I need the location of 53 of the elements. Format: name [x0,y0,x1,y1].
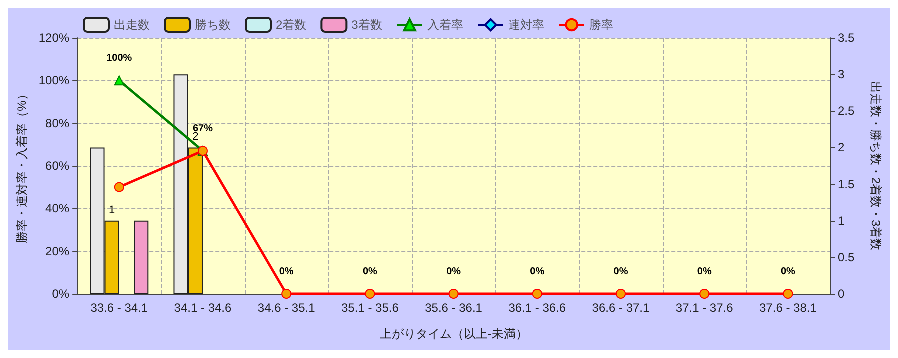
legend-label: 出走数 [114,18,150,32]
data-label: 0% [697,266,712,278]
point [700,289,710,299]
y-axis-title: 勝率・連対率・入着率（%） [15,88,29,244]
point [783,289,794,299]
data-label: 1 [109,204,116,216]
data-label: 0% [279,266,294,278]
y2-tick-label: 0.5 [838,250,856,264]
y2-tick-label: 3.5 [838,31,856,45]
data-label: 2 [192,131,199,144]
y-tick-label: 0% [52,287,70,301]
legend-label: 2着数 [276,18,307,32]
y-tick-label: 60% [46,159,70,173]
y-tick-label: 40% [46,202,70,216]
x-tick-label: 36.1 - 36.6 [508,301,566,315]
y-tick-label: 80% [46,116,70,130]
data-label: 0% [780,266,796,278]
x-tick-label: 34.1 - 34.6 [174,301,232,315]
x-tick-label: 35.6 - 36.1 [425,301,483,315]
data-label: 0% [530,266,545,278]
data-label: 0% [446,266,462,278]
y2-tick-label: 1.5 [838,177,856,192]
legend-label: 入着率 [427,18,464,32]
data-label: 0% [362,266,378,278]
y-tick-label: 120% [38,31,70,45]
legend-label: 勝ち数 [195,18,231,32]
point [532,289,542,299]
legend-label: 連対率 [508,18,544,32]
data-label: 0% [614,266,628,278]
y-tick-label: 20% [46,244,70,258]
y2-tick-label: 2 [838,140,845,155]
y2-axis-title: 出走数・勝ち数・2着数・3着数 [869,81,883,251]
point [282,289,292,299]
legend-label: 3着数 [352,18,382,32]
y2-tick-label: 1 [838,214,845,228]
point [365,289,376,299]
point [114,182,124,192]
point [448,289,459,299]
x-tick-label: 33.6 - 34.1 [90,301,148,315]
x-tick-label: 35.1 - 35.6 [342,301,400,315]
point [616,289,626,299]
x-tick-label: 37.6 - 38.1 [760,301,818,315]
x-tick-label: 37.1 - 37.6 [676,301,734,315]
y-tick-label: 100% [38,74,70,88]
x-tick-label: 34.6 - 35.1 [258,301,316,315]
legend-label: 勝率 [589,18,614,32]
x-axis-title: 上がりタイム（以上-未満） [380,327,528,341]
x-tick-label: 36.6 - 37.1 [592,301,650,315]
y2-tick-label: 0 [838,287,845,301]
y2-tick-label: 3 [838,68,845,82]
bar [134,220,149,294]
data-label: 100% [106,53,132,64]
y2-tick-label: 2.5 [838,104,856,118]
